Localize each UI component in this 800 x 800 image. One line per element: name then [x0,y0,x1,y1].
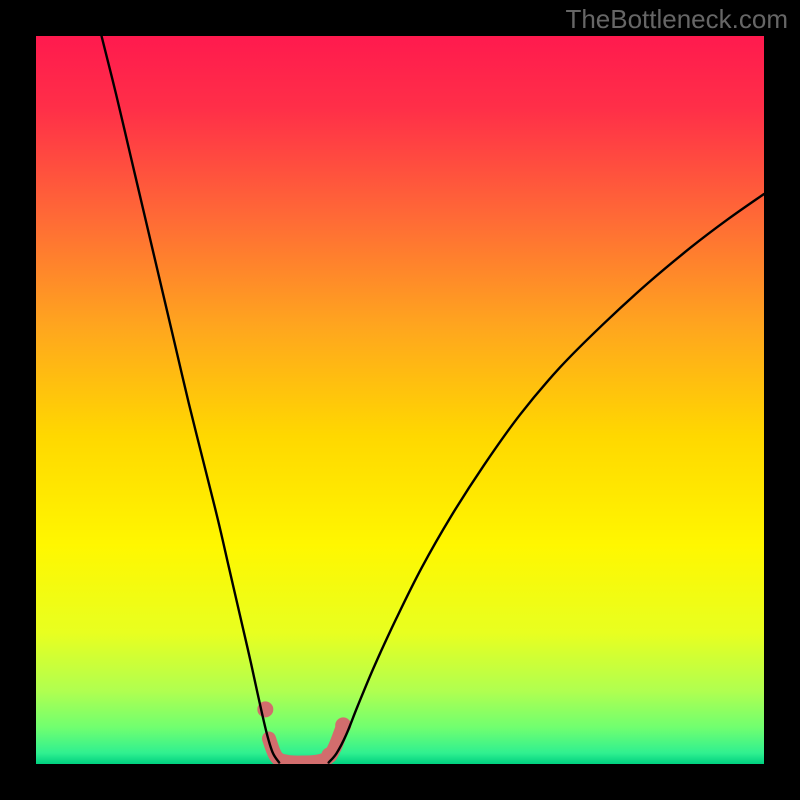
bottleneck-chart [0,0,800,800]
watermark-text: TheBottleneck.com [565,4,788,35]
plot-background [36,36,764,764]
chart-container: TheBottleneck.com [0,0,800,800]
